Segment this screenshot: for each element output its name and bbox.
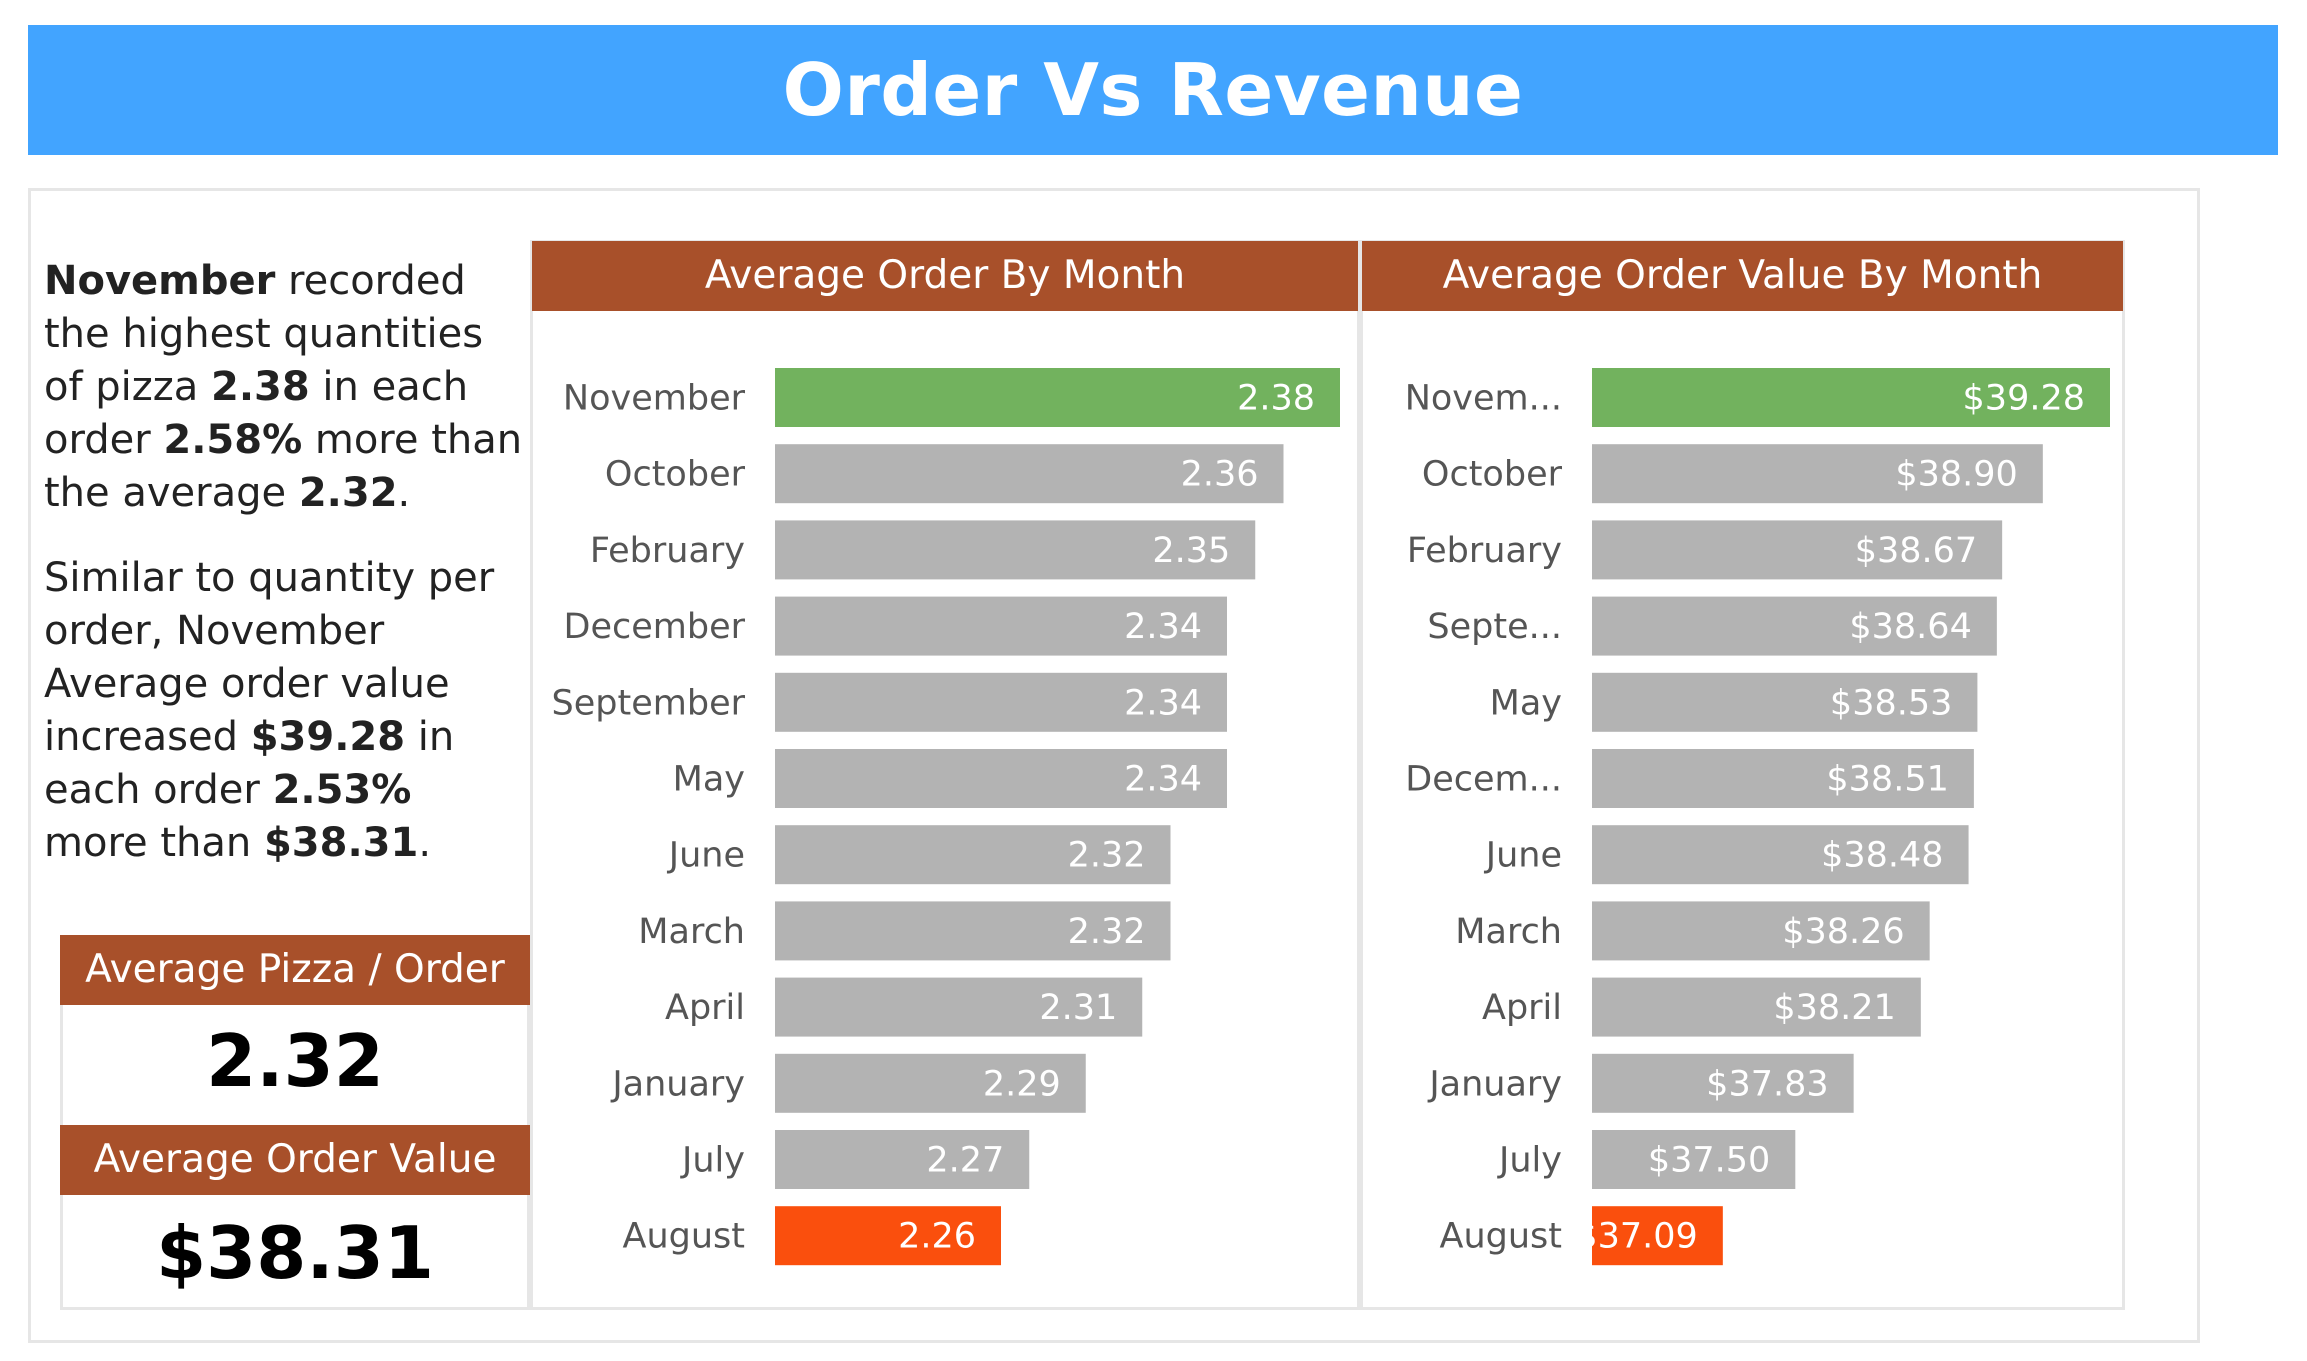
summary-quantity-average: 2.32 — [298, 470, 398, 516]
summary-text-segment: . — [418, 820, 432, 866]
kpi-value: $38.31 — [156, 1211, 434, 1295]
chart-title: Average Order By Month — [532, 241, 1358, 311]
summary-month: November — [44, 258, 276, 304]
content-frame — [28, 188, 2200, 1343]
summary-order-value: $39.28 — [250, 714, 406, 760]
kpi-card-avg-order-value: Average Order Value $38.31 — [60, 1125, 530, 1303]
summary-text-segment: Similar to quantity per order, November … — [44, 555, 495, 760]
summary-text-segment: . — [397, 470, 411, 516]
chart-panel-avg-order-value — [1360, 240, 2125, 1310]
kpi-value: 2.32 — [206, 1019, 384, 1103]
summary-quantity-percent: 2.58% — [163, 417, 303, 463]
summary-text-segment: in each order — [44, 364, 469, 463]
summary-value-percent: 2.53% — [272, 767, 412, 813]
kpi-label: Average Pizza / Order — [60, 935, 530, 1005]
summary-paragraph-quantity: November recorded the highest quantities… — [44, 255, 524, 520]
chart-title: Average Order Value By Month — [1362, 241, 2123, 311]
kpi-card-avg-pizza: Average Pizza / Order 2.32 — [60, 935, 530, 1111]
summary-text: November recorded the highest quantities… — [44, 255, 524, 870]
title-banner: Order Vs Revenue — [28, 25, 2278, 155]
page-title: Order Vs Revenue — [782, 48, 1524, 132]
summary-text-segment: recorded the highest quantities of pizza — [44, 258, 484, 410]
summary-value-average: $38.31 — [263, 820, 419, 866]
summary-quantity: 2.38 — [211, 364, 310, 410]
summary-text-segment: more than the average — [44, 417, 523, 516]
kpi-label: Average Order Value — [60, 1125, 530, 1195]
summary-paragraph-value: Similar to quantity per order, November … — [44, 552, 524, 870]
chart-panel-avg-order — [530, 240, 1360, 1310]
summary-text-segment: in each order — [44, 714, 455, 813]
summary-text-segment: more than — [44, 820, 264, 866]
